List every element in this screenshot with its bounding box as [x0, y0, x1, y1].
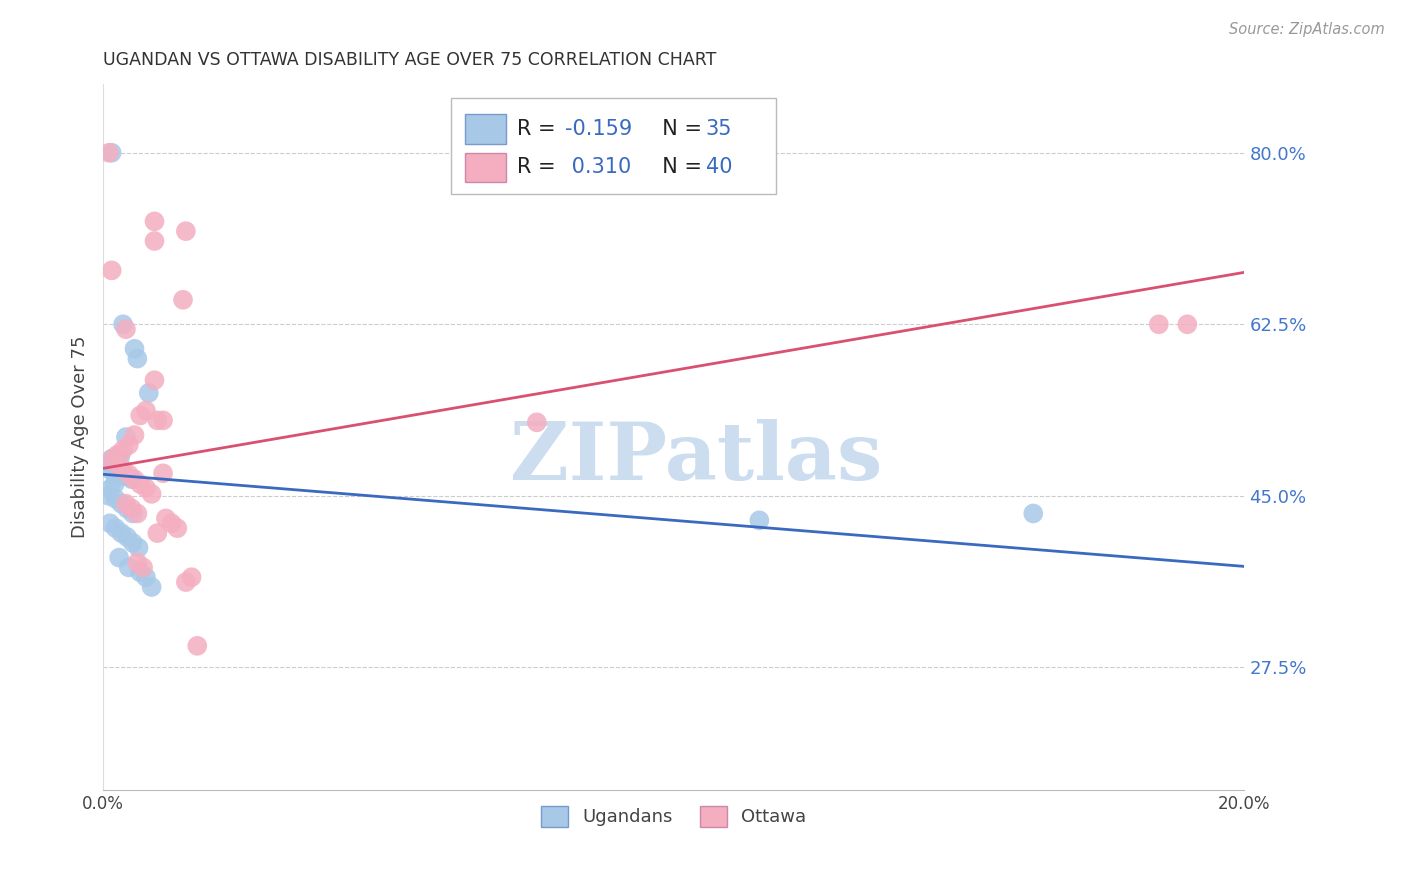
Point [115, 322, 138, 336]
Point [121, 507, 143, 521]
Point [100, 452, 122, 467]
Point [97, 145, 120, 160]
Point [1175, 318, 1198, 332]
Point [115, 497, 138, 511]
Point [155, 511, 177, 525]
Point [141, 487, 163, 501]
Point [124, 472, 146, 486]
Point [98, 516, 121, 531]
Point [110, 450, 132, 464]
Point [103, 467, 125, 482]
Point [146, 413, 169, 427]
Point [172, 293, 194, 307]
Point [97, 461, 120, 475]
Point [104, 521, 127, 535]
Point [118, 560, 141, 574]
Point [129, 477, 152, 491]
Y-axis label: Disability Age Over 75: Disability Age Over 75 [72, 335, 89, 538]
Point [108, 550, 131, 565]
Text: 40: 40 [706, 157, 733, 178]
Point [118, 438, 141, 452]
Text: UGANDAN VS OTTAWA DISABILITY AGE OVER 75 CORRELATION CHART: UGANDAN VS OTTAWA DISABILITY AGE OVER 75… [103, 51, 717, 69]
Point [143, 373, 166, 387]
Point [152, 413, 174, 427]
Point [152, 467, 174, 481]
Point [127, 351, 149, 366]
Point [110, 526, 132, 541]
Point [129, 566, 152, 580]
Point [97, 489, 120, 503]
Point [103, 477, 125, 491]
Point [186, 639, 208, 653]
FancyBboxPatch shape [451, 98, 776, 194]
Point [174, 224, 197, 238]
Point [127, 556, 149, 570]
Point [146, 526, 169, 541]
Point [112, 462, 135, 476]
Point [105, 450, 128, 464]
Text: Source: ZipAtlas.com: Source: ZipAtlas.com [1229, 22, 1385, 37]
Text: R =: R = [517, 120, 562, 139]
Point [112, 442, 135, 457]
Point [166, 521, 188, 535]
Point [118, 467, 141, 482]
Text: ZIPatlas: ZIPatlas [510, 419, 883, 497]
Point [104, 491, 127, 506]
Point [174, 575, 197, 590]
Point [143, 214, 166, 228]
FancyBboxPatch shape [465, 114, 506, 145]
Point [1147, 318, 1170, 332]
Point [748, 513, 770, 527]
Point [98, 482, 121, 496]
Point [100, 145, 122, 160]
Point [1022, 507, 1045, 521]
Point [115, 430, 138, 444]
Point [129, 409, 152, 423]
Point [135, 481, 157, 495]
Point [105, 458, 128, 472]
Text: 35: 35 [706, 120, 733, 139]
Point [160, 516, 183, 531]
Point [124, 342, 146, 356]
Point [100, 263, 122, 277]
Point [112, 318, 135, 332]
Point [141, 580, 163, 594]
Text: -0.159: -0.159 [565, 120, 633, 139]
Text: N =: N = [648, 157, 709, 178]
Point [121, 472, 143, 486]
Point [132, 560, 155, 574]
Text: R =: R = [517, 157, 562, 178]
Point [135, 570, 157, 584]
Point [97, 457, 120, 471]
Point [110, 469, 132, 483]
Point [135, 403, 157, 417]
Point [121, 501, 143, 516]
Point [105, 448, 128, 462]
Point [115, 530, 138, 544]
Point [138, 385, 160, 400]
Text: N =: N = [648, 120, 709, 139]
FancyBboxPatch shape [465, 153, 506, 182]
Point [100, 451, 122, 466]
Point [124, 428, 146, 442]
Point [121, 536, 143, 550]
Point [128, 541, 150, 555]
Point [127, 507, 149, 521]
Point [115, 501, 138, 516]
Legend: Ugandans, Ottawa: Ugandans, Ottawa [534, 798, 814, 834]
Point [143, 234, 166, 248]
Point [180, 570, 202, 584]
Point [526, 415, 548, 429]
Text: 0.310: 0.310 [565, 157, 631, 178]
Point [115, 469, 138, 483]
Point [110, 497, 132, 511]
